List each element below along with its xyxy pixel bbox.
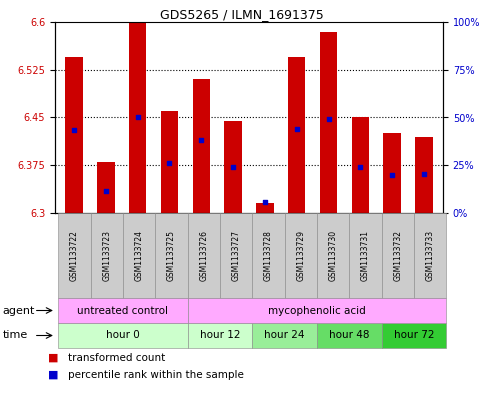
Point: [293, 126, 300, 132]
Text: hour 24: hour 24: [264, 331, 305, 340]
Bar: [193, 79, 210, 213]
Text: ■: ■: [48, 370, 59, 380]
Text: GSM1133727: GSM1133727: [231, 230, 241, 281]
Text: GSM1133722: GSM1133722: [70, 230, 79, 281]
Bar: [320, 31, 337, 213]
Text: time: time: [2, 331, 28, 340]
Point: [261, 199, 269, 205]
Text: GSM1133728: GSM1133728: [264, 230, 273, 281]
Text: GSM1133726: GSM1133726: [199, 230, 208, 281]
Point: [198, 137, 205, 143]
Text: GSM1133733: GSM1133733: [426, 230, 435, 281]
Text: GSM1133724: GSM1133724: [135, 230, 143, 281]
Point: [229, 163, 237, 170]
Text: GSM1133731: GSM1133731: [361, 230, 370, 281]
Text: percentile rank within the sample: percentile rank within the sample: [68, 370, 243, 380]
Bar: [224, 121, 242, 213]
Text: hour 12: hour 12: [199, 331, 240, 340]
Text: GSM1133725: GSM1133725: [167, 230, 176, 281]
Bar: [161, 111, 178, 213]
Text: GSM1133723: GSM1133723: [102, 230, 111, 281]
Text: mycophenolic acid: mycophenolic acid: [268, 305, 366, 316]
Point: [134, 114, 142, 121]
Text: GDS5265 / ILMN_1691375: GDS5265 / ILMN_1691375: [159, 8, 324, 21]
Text: hour 0: hour 0: [106, 331, 140, 340]
Bar: [352, 118, 369, 213]
Text: GSM1133732: GSM1133732: [393, 230, 402, 281]
Point: [356, 164, 364, 170]
Point: [325, 116, 332, 122]
Bar: [256, 204, 274, 213]
Text: untreated control: untreated control: [77, 305, 169, 316]
Bar: [97, 162, 114, 213]
Point: [420, 171, 428, 177]
Point: [70, 127, 78, 133]
Text: transformed count: transformed count: [68, 353, 165, 363]
Bar: [288, 57, 305, 213]
Point: [388, 172, 396, 178]
Bar: [384, 133, 401, 213]
Bar: [415, 137, 433, 213]
Point: [166, 160, 173, 167]
Point: [102, 187, 110, 194]
Text: agent: agent: [2, 305, 35, 316]
Text: ■: ■: [48, 353, 59, 363]
Text: GSM1133729: GSM1133729: [296, 230, 305, 281]
Text: hour 48: hour 48: [329, 331, 369, 340]
Text: hour 72: hour 72: [394, 331, 434, 340]
Bar: [129, 22, 146, 213]
Bar: [65, 57, 83, 213]
Text: GSM1133730: GSM1133730: [328, 230, 338, 281]
